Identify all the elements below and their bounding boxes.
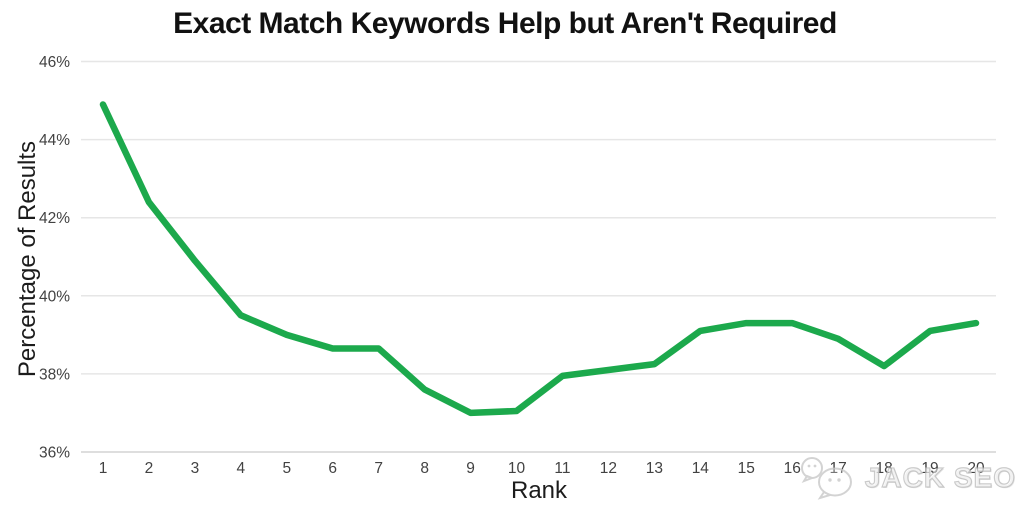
y-tick-label: 40% <box>39 288 70 305</box>
y-tick-label: 36% <box>39 445 70 462</box>
x-tick-label: 14 <box>692 460 710 477</box>
x-tick-label: 13 <box>646 460 663 477</box>
x-tick-label: 19 <box>921 460 938 477</box>
x-tick-label: 6 <box>328 460 337 477</box>
x-tick-label: 9 <box>466 460 475 477</box>
x-tick-label: 15 <box>738 460 755 477</box>
x-tick-label: 16 <box>784 460 801 477</box>
x-tick-label: 5 <box>282 460 291 477</box>
x-tick-label: 3 <box>191 460 200 477</box>
x-tick-label: 8 <box>420 460 429 477</box>
y-tick-label: 46% <box>39 54 70 71</box>
x-tick-label: 11 <box>554 460 570 477</box>
x-tick-label: 20 <box>967 460 985 477</box>
x-tick-label: 7 <box>374 460 383 477</box>
y-tick-label: 44% <box>39 132 70 149</box>
y-tick-label: 42% <box>39 210 70 227</box>
y-tick-label: 38% <box>39 366 70 383</box>
x-tick-label: 17 <box>830 460 847 477</box>
x-tick-label: 12 <box>600 460 617 477</box>
x-axis-title: Rank <box>510 477 568 504</box>
data-line <box>99 101 980 417</box>
chart-title: Exact Match Keywords Help but Aren't Req… <box>173 7 837 40</box>
x-tick-label: 1 <box>99 460 108 477</box>
x-tick-label: 2 <box>145 460 154 477</box>
x-tick-label: 10 <box>508 460 526 477</box>
x-tick-label: 4 <box>237 460 246 477</box>
x-tick-label: 18 <box>875 460 892 477</box>
